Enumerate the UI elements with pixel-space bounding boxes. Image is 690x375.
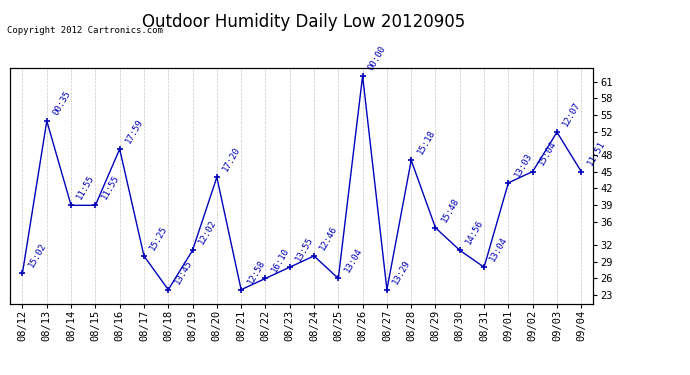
Text: 11:51: 11:51 <box>585 140 607 167</box>
Text: 15:18: 15:18 <box>415 128 437 156</box>
Text: 13:04: 13:04 <box>489 235 509 263</box>
Text: Humidity  (%): Humidity (%) <box>558 24 639 34</box>
Text: 00:00: 00:00 <box>367 44 388 72</box>
Text: 15:02: 15:02 <box>27 241 48 268</box>
Text: 11:55: 11:55 <box>75 173 97 201</box>
Text: 13:03: 13:03 <box>513 151 534 178</box>
Text: 12:46: 12:46 <box>318 224 339 252</box>
Text: 15:48: 15:48 <box>440 196 461 223</box>
Text: 17:59: 17:59 <box>124 117 145 145</box>
Text: 13:45: 13:45 <box>172 258 194 285</box>
Text: 14:56: 14:56 <box>464 218 485 246</box>
Text: 12:02: 12:02 <box>197 218 218 246</box>
Text: 16:10: 16:10 <box>270 246 290 274</box>
Text: 15:04: 15:04 <box>537 140 558 167</box>
Text: 13:29: 13:29 <box>391 258 413 285</box>
Text: 00:35: 00:35 <box>51 89 72 117</box>
Text: 13:55: 13:55 <box>294 235 315 263</box>
Text: 12:58: 12:58 <box>246 258 266 285</box>
Text: 11:55: 11:55 <box>99 173 121 201</box>
Text: 15:25: 15:25 <box>148 224 169 252</box>
Text: 13:04: 13:04 <box>342 246 364 274</box>
Text: Copyright 2012 Cartronics.com: Copyright 2012 Cartronics.com <box>7 26 163 35</box>
Text: 12:07: 12:07 <box>561 100 582 128</box>
Text: 17:20: 17:20 <box>221 145 242 173</box>
Text: Outdoor Humidity Daily Low 20120905: Outdoor Humidity Daily Low 20120905 <box>142 13 465 31</box>
